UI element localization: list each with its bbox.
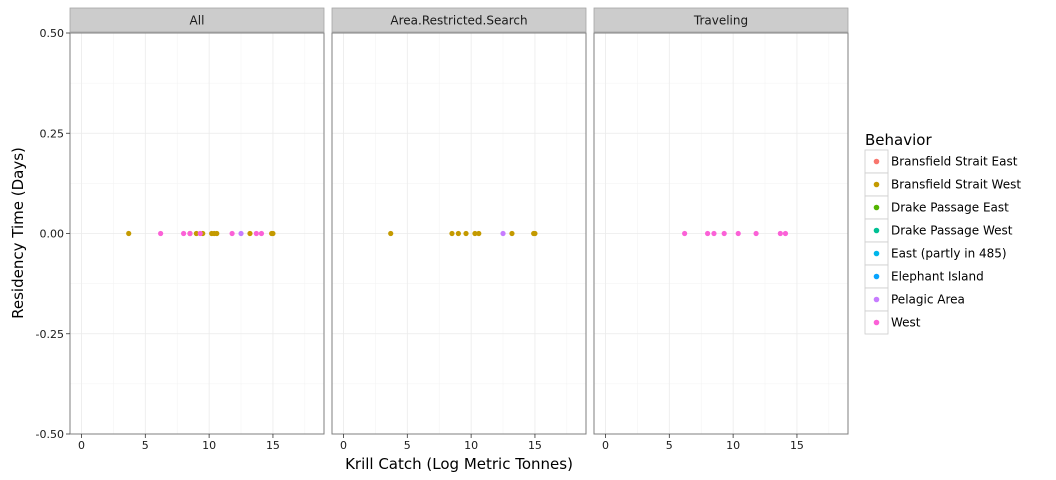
panel-strip-label: All <box>190 14 205 28</box>
legend-label: Drake Passage West <box>891 224 1013 238</box>
y-tick-label: 0.00 <box>40 228 65 241</box>
legend-items: Bransfield Strait East Bransfield Strait … <box>864 149 1021 335</box>
data-point-bransfield-strait-west <box>214 230 220 237</box>
data-point-bransfield-strait-west <box>509 230 515 237</box>
data-point-west <box>197 230 203 237</box>
panel-strip-label: Traveling <box>693 14 748 28</box>
legend-label: Drake Passage East <box>891 201 1009 215</box>
y-tick-label: 0.50 <box>40 27 65 40</box>
panel-border <box>593 32 849 435</box>
data-point-bransfield-strait-west <box>247 230 253 237</box>
data-point-west <box>777 230 783 237</box>
y-axis-title: Residency Time (Days) <box>9 147 27 319</box>
data-point-west <box>682 230 688 237</box>
data-point-west <box>180 230 187 237</box>
data-point-bransfield-strait-west <box>270 230 276 237</box>
legend-marker <box>873 158 880 165</box>
x-axis-title: Krill Catch (Log Metric Tonnes) <box>345 455 573 473</box>
data-point-pelagic-area <box>238 230 244 237</box>
legend-marker <box>873 250 880 257</box>
legend-label: Elephant Island <box>891 270 984 284</box>
legend-marker <box>873 181 880 188</box>
legend-marker <box>873 319 880 326</box>
x-tick-label: 15 <box>266 439 280 452</box>
x-tick-label: 5 <box>666 439 673 452</box>
data-point-bransfield-strait-west <box>472 230 478 237</box>
legend-title: Behavior <box>865 131 932 149</box>
data-point-bransfield-strait-west <box>449 230 455 237</box>
y-tick-label: 0.25 <box>40 127 65 140</box>
legend-item-drake-passage-east: Drake Passage East <box>864 195 1009 220</box>
legend-item-elephant-island: Elephant Island <box>864 264 984 289</box>
legend-item-bransfield-strait-west: Bransfield Strait West <box>864 172 1021 197</box>
panel-strip <box>331 7 587 33</box>
panel-strip <box>593 7 849 33</box>
panel-border <box>331 32 587 435</box>
x-tick-label: 0 <box>340 439 347 452</box>
legend-label: Bransfield Strait East <box>891 155 1018 169</box>
data-point-bransfield-strait-west <box>126 230 132 237</box>
x-tick-label: 5 <box>404 439 411 452</box>
data-point-west <box>229 230 235 237</box>
legend-item-pelagic-area: Pelagic Area <box>864 287 965 312</box>
legend: Behavior Bransfield Strait EastBransfiel… <box>864 131 1021 335</box>
x-tick-label: 10 <box>202 439 216 452</box>
data-point-bransfield-strait-west <box>476 230 482 237</box>
x-tick-label: 10 <box>726 439 740 452</box>
legend-item-bransfield-strait-east: Bransfield Strait East <box>864 149 1018 174</box>
data-point-bransfield-strait-west <box>388 230 394 237</box>
panel-traveling: Traveling 0 5 10 15 <box>593 7 849 452</box>
panel-strip <box>69 7 325 33</box>
y-tick-label: -0.25 <box>36 328 64 341</box>
data-point-west <box>735 230 741 237</box>
x-tick-label: 10 <box>464 439 478 452</box>
panel-area-restricted-search: Area.Restricted.Search 0 5 10 15 <box>331 7 587 452</box>
legend-item-drake-passage-west: Drake Passage West <box>864 218 1013 243</box>
x-tick-label: 5 <box>142 439 149 452</box>
y-axis: 0.50 0.25 0.00 -0.25 -0.50 <box>36 27 70 441</box>
legend-marker <box>873 296 880 303</box>
data-point-west <box>704 230 711 237</box>
data-point-west <box>782 230 789 237</box>
data-point-west <box>258 230 265 237</box>
data-point-bransfield-strait-west <box>532 230 538 237</box>
legend-label: Bransfield Strait West <box>891 178 1021 192</box>
x-tick-label: 0 <box>602 439 609 452</box>
legend-item-west: West <box>864 310 921 335</box>
x-tick-label: 15 <box>790 439 804 452</box>
panel-strip-label: Area.Restricted.Search <box>390 14 527 28</box>
legend-marker <box>873 204 880 211</box>
data-point-west <box>711 230 717 237</box>
x-tick-label: 15 <box>528 439 542 452</box>
legend-label: Pelagic Area <box>891 293 965 307</box>
data-point-west <box>753 230 759 237</box>
y-tick-label: -0.50 <box>36 428 64 441</box>
legend-label: East (partly in 485) <box>891 247 1007 261</box>
data-point-bransfield-strait-west <box>193 230 199 237</box>
data-point-west <box>187 230 193 237</box>
panel-all: All 0 5 10 15 <box>69 7 325 452</box>
data-point-west <box>253 230 259 237</box>
legend-item-east-partly-in-485: East (partly in 485) <box>864 241 1007 266</box>
data-point-west <box>721 230 727 237</box>
legend-label: West <box>891 316 921 330</box>
legend-marker <box>873 227 880 234</box>
legend-marker <box>873 273 880 280</box>
data-point-west <box>158 230 164 237</box>
data-point-bransfield-strait-west <box>455 230 461 237</box>
x-tick-label: 0 <box>78 439 85 452</box>
data-point-bransfield-strait-west <box>463 230 469 237</box>
data-point-pelagic-area <box>500 230 506 237</box>
